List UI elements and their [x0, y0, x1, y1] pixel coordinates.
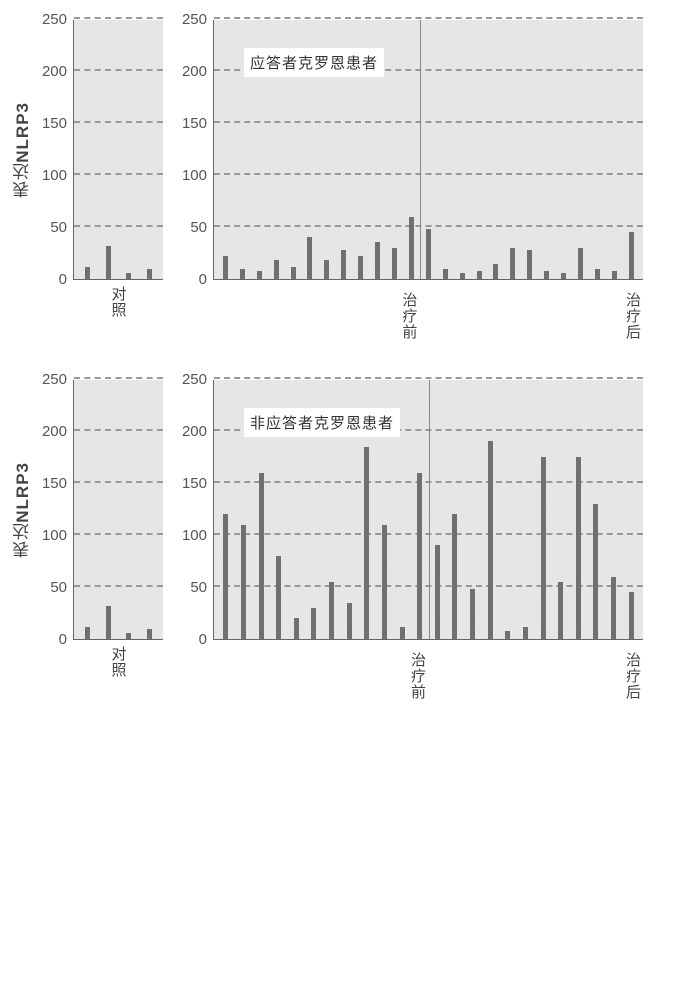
bar	[541, 457, 546, 639]
y-tick: 50	[50, 579, 67, 596]
bar	[452, 514, 457, 639]
bar	[426, 229, 431, 279]
bar	[544, 271, 549, 279]
panel-row-0: NLRP3表达050100150200250对照050100150200250应…	[10, 20, 684, 340]
bar	[276, 556, 281, 639]
bar	[611, 577, 616, 639]
bar	[382, 525, 387, 639]
bar	[477, 271, 482, 279]
bar	[561, 273, 566, 279]
bar	[595, 269, 600, 279]
y-tick: 100	[42, 167, 67, 184]
panel-row-1: NLRP3表达050100150200250对照050100150200250非…	[10, 380, 684, 700]
bar	[629, 592, 634, 639]
main-chart: 非应答者克罗恩患者	[213, 380, 643, 640]
y-tick: 150	[42, 115, 67, 132]
bar	[488, 441, 493, 639]
bar	[358, 256, 363, 279]
y-tick: 50	[50, 219, 67, 236]
bar	[443, 269, 448, 279]
y-tick: 150	[182, 475, 207, 492]
y-tick: 0	[59, 271, 67, 288]
bar	[291, 267, 296, 279]
x-label-control: 对照	[108, 286, 129, 318]
bar	[126, 633, 131, 639]
bar	[126, 273, 131, 279]
bar	[85, 267, 90, 279]
y-tick: 250	[42, 371, 67, 388]
bar	[341, 250, 346, 279]
y-tick: 200	[182, 63, 207, 80]
bar	[578, 248, 583, 279]
control-chart	[73, 20, 163, 280]
bar	[505, 631, 510, 639]
bar	[460, 273, 465, 279]
x-label-after: 治疗后	[428, 652, 643, 700]
y-tick: 50	[190, 219, 207, 236]
bar	[329, 582, 334, 639]
bar	[576, 457, 581, 639]
bar	[364, 447, 369, 639]
x-label-before: 治疗前	[213, 652, 428, 700]
x-label-before: 治疗前	[213, 292, 419, 340]
y-tick: 200	[182, 423, 207, 440]
bar	[223, 256, 228, 279]
bar	[629, 232, 634, 279]
y-tick: 50	[190, 579, 207, 596]
bar	[241, 525, 246, 639]
bar	[435, 545, 440, 639]
y-tick: 250	[42, 11, 67, 28]
bar	[493, 264, 498, 279]
y-tick: 150	[42, 475, 67, 492]
y-tick: 0	[199, 631, 207, 648]
bar	[409, 217, 414, 279]
bar	[558, 582, 563, 639]
x-label-control: 对照	[108, 646, 129, 678]
bar	[274, 260, 279, 279]
y-axis-label: NLRP3表达	[10, 380, 35, 640]
legend-label: 应答者克罗恩患者	[244, 48, 384, 77]
bar	[147, 629, 152, 639]
bar	[392, 248, 397, 279]
x-label-after: 治疗后	[419, 292, 643, 340]
bar	[257, 271, 262, 279]
bar	[106, 246, 111, 279]
y-tick: 100	[182, 167, 207, 184]
y-tick: 250	[182, 11, 207, 28]
bar	[593, 504, 598, 639]
y-tick: 0	[59, 631, 67, 648]
bar	[311, 608, 316, 639]
y-tick: 100	[42, 527, 67, 544]
y-axis-label: NLRP3表达	[10, 20, 35, 280]
bar	[417, 473, 422, 639]
y-tick: 250	[182, 371, 207, 388]
bar	[347, 603, 352, 639]
bar	[259, 473, 264, 639]
y-tick: 200	[42, 423, 67, 440]
bar	[223, 514, 228, 639]
bar	[400, 627, 405, 639]
main-chart: 应答者克罗恩患者	[213, 20, 643, 280]
y-tick: 100	[182, 527, 207, 544]
legend-label: 非应答者克罗恩患者	[244, 408, 400, 437]
y-tick: 150	[182, 115, 207, 132]
y-tick: 200	[42, 63, 67, 80]
y-tick: 0	[199, 271, 207, 288]
bar	[307, 237, 312, 279]
bar	[523, 627, 528, 639]
bar	[294, 618, 299, 639]
bar	[375, 242, 380, 279]
bar	[510, 248, 515, 279]
bar	[470, 589, 475, 639]
control-chart	[73, 380, 163, 640]
bar	[527, 250, 532, 279]
bar	[106, 606, 111, 639]
bar	[324, 260, 329, 279]
bar	[612, 271, 617, 279]
bar	[147, 269, 152, 279]
bar	[240, 269, 245, 279]
bar	[85, 627, 90, 639]
